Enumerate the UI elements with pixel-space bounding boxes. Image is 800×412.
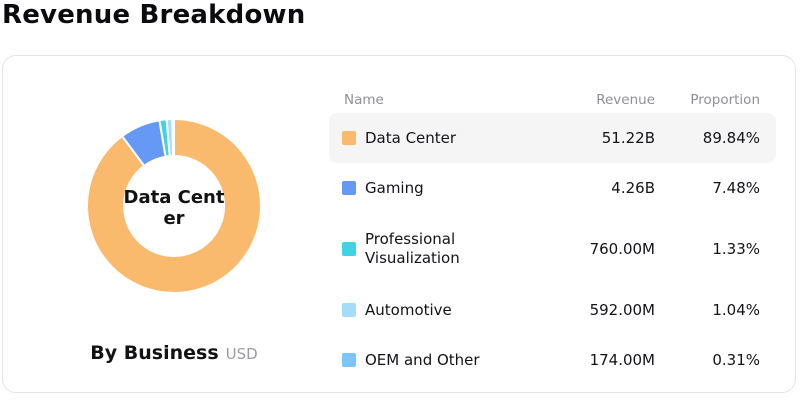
table-row-professional-visualization[interactable]: Professional Visualization 760.00M 1.33% — [329, 213, 776, 285]
revenue-breakdown-card: Data Cent er By Business USD Name Revenue… — [2, 55, 796, 393]
row-label: Data Center — [365, 128, 457, 147]
series-color-swatch — [342, 181, 356, 195]
row-label: OEM and Other — [365, 350, 480, 369]
series-color-swatch — [342, 131, 356, 145]
row-proportion: 0.31% — [712, 351, 760, 369]
page-title: Revenue Breakdown — [2, 0, 306, 30]
row-proportion: 7.48% — [712, 179, 760, 197]
chart-caption: By Business USD — [90, 342, 257, 364]
table-header-name: Name — [344, 91, 384, 108]
revenue-table: Name Revenue Proportion Data Center 51.2… — [329, 86, 776, 385]
row-revenue: 760.00M — [589, 240, 655, 258]
donut-center-label: Data Cent er — [124, 187, 225, 229]
table-row-data-center[interactable]: Data Center 51.22B 89.84% — [329, 113, 776, 163]
series-color-swatch — [342, 242, 356, 256]
row-proportion: 89.84% — [702, 129, 760, 147]
table-row-gaming[interactable]: Gaming 4.26B 7.48% — [329, 163, 776, 213]
row-proportion: 1.33% — [712, 240, 760, 258]
chart-caption-unit: USD — [225, 345, 258, 363]
donut-slice-data-center[interactable] — [86, 118, 262, 294]
row-label: Gaming — [365, 178, 424, 197]
row-revenue: 51.22B — [601, 129, 655, 147]
series-color-swatch — [342, 353, 356, 367]
row-label: Automotive — [365, 300, 452, 319]
series-color-swatch — [342, 303, 356, 317]
row-revenue: 4.26B — [611, 179, 655, 197]
row-revenue: 174.00M — [589, 351, 655, 369]
chart-caption-title: By Business — [90, 342, 219, 364]
row-proportion: 1.04% — [712, 301, 760, 319]
table-row-oem-and-other[interactable]: OEM and Other 174.00M 0.31% — [329, 335, 776, 385]
row-revenue: 592.00M — [589, 301, 655, 319]
donut-chart-svg[interactable]: Data Cent er — [84, 116, 264, 296]
row-label: Professional Visualization — [365, 230, 460, 267]
table-header-proportion: Proportion — [690, 91, 760, 108]
table-header-row: Name Revenue Proportion — [329, 86, 776, 113]
donut-chart[interactable]: Data Cent er — [84, 116, 264, 296]
donut-slice-oem-and-other[interactable] — [171, 118, 175, 158]
table-row-automotive[interactable]: Automotive 592.00M 1.04% — [329, 285, 776, 335]
table-header-revenue: Revenue — [596, 91, 655, 108]
